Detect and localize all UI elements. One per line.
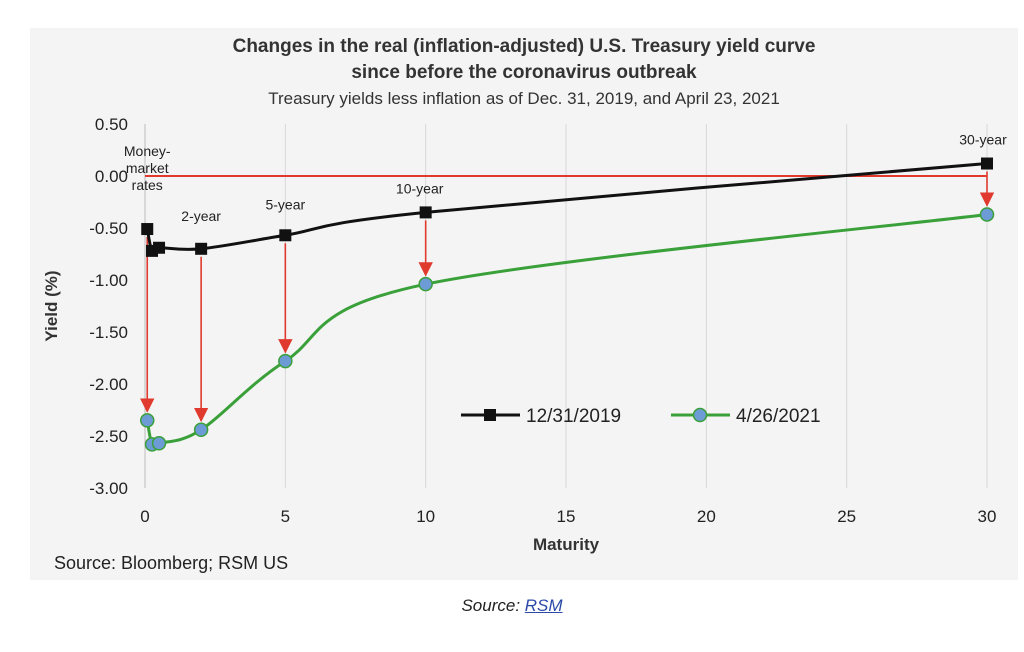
x-tick-label: 5 xyxy=(281,507,290,526)
y-tick-label: 0.00 xyxy=(95,167,128,186)
data-point-2021 xyxy=(418,276,433,292)
x-tick-label: 10 xyxy=(416,507,435,526)
x-tick-label: 15 xyxy=(557,507,576,526)
data-point-2021 xyxy=(278,353,293,369)
data-point-2019 xyxy=(153,241,166,254)
chart-title-line2: since before the coronavirus outbreak xyxy=(351,62,697,83)
y-tick-label: -1.00 xyxy=(89,271,128,290)
annotation-label: 2-year xyxy=(181,208,221,224)
y-axis-title: Yield (%) xyxy=(42,270,61,341)
annotation-label: 10-year xyxy=(396,180,444,196)
y-tick-label: -2.00 xyxy=(89,375,128,394)
y-tick-label: -2.50 xyxy=(89,427,128,446)
data-point-2019 xyxy=(141,223,154,236)
data-point-2019 xyxy=(195,242,208,255)
chart-title-line1: Changes in the real (inflation-adjusted)… xyxy=(233,36,816,57)
annotation-label: 30-year xyxy=(959,132,1007,148)
legend-marker-2021 xyxy=(692,407,708,423)
data-point-2019 xyxy=(419,206,432,219)
y-tick-label: -3.00 xyxy=(89,479,128,498)
y-tick-label: 0.50 xyxy=(95,115,128,134)
chart-panel: Changes in the real (inflation-adjusted)… xyxy=(30,28,1018,580)
x-tick-label: 20 xyxy=(697,507,716,526)
data-point-2021 xyxy=(139,413,155,428)
data-point-2019 xyxy=(981,157,993,170)
legend-label-2019: 12/31/2019 xyxy=(526,406,621,427)
y-tick-label: -0.50 xyxy=(89,219,128,238)
figure-caption: Source: RSM xyxy=(0,596,1024,616)
x-axis-title: Maturity xyxy=(533,535,600,554)
x-tick-label: 30 xyxy=(978,507,997,526)
data-point-2021 xyxy=(979,207,995,222)
y-tick-label: -1.50 xyxy=(89,323,128,342)
annotation-label: 5-year xyxy=(265,196,305,212)
yield-curve-chart: Changes in the real (inflation-adjusted)… xyxy=(42,36,1007,573)
data-point-2021 xyxy=(193,422,209,438)
x-tick-label: 0 xyxy=(140,507,149,526)
annotation-label: market xyxy=(126,160,169,176)
annotation-label: Money- xyxy=(124,143,171,159)
chart-subtitle: Treasury yields less inflation as of Dec… xyxy=(268,89,780,108)
x-tick-label: 25 xyxy=(837,507,856,526)
legend-marker-2019 xyxy=(484,409,496,421)
caption-prefix: Source: xyxy=(461,596,525,615)
caption-source-link[interactable]: RSM xyxy=(524,596,563,615)
data-point-2021 xyxy=(151,436,167,451)
chart-source-note: Source: Bloomberg; RSM US xyxy=(54,553,288,573)
legend-label-2021: 4/26/2021 xyxy=(736,406,821,427)
data-point-2019 xyxy=(279,229,292,242)
annotation-label: rates xyxy=(132,177,163,193)
